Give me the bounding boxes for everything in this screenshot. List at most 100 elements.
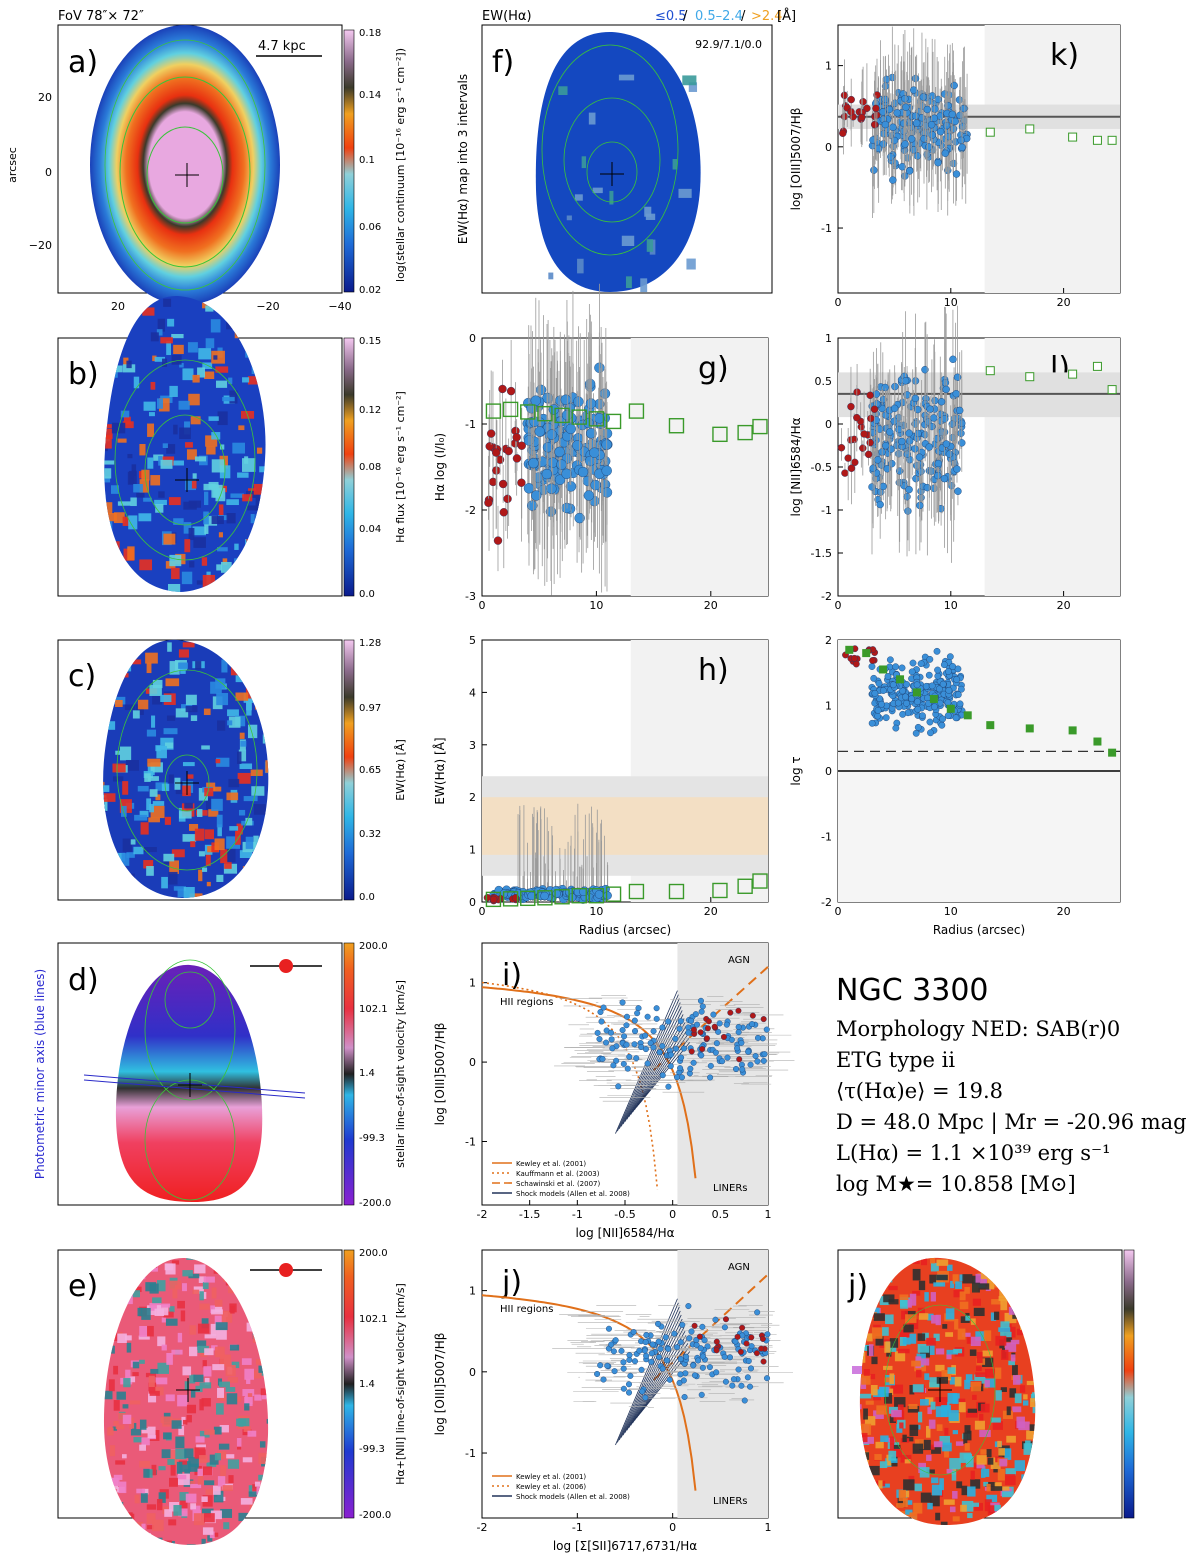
map-pixel — [198, 869, 203, 882]
map-pixel — [107, 721, 116, 730]
map-pixel — [936, 1274, 948, 1281]
map-pixel — [145, 1372, 157, 1378]
data-point — [949, 355, 957, 364]
map-pixel — [952, 1516, 960, 1522]
map-pixel — [156, 745, 167, 759]
map-pixel — [905, 1521, 912, 1525]
map-pixel — [880, 1435, 889, 1442]
map-pixel — [966, 1410, 978, 1418]
map-pixel — [126, 1519, 131, 1528]
radial-profile-marker — [752, 418, 768, 435]
map-pixel — [183, 1419, 188, 1425]
map-pixel — [151, 1464, 157, 1476]
map-pixel — [943, 1499, 955, 1505]
map-pixel — [228, 1475, 234, 1484]
map-pixel — [155, 504, 164, 513]
map-pixel — [137, 1307, 143, 1317]
data-point — [942, 121, 951, 130]
map-pixel — [907, 1299, 912, 1308]
data-point — [945, 668, 952, 675]
shock-model-line — [636, 1034, 689, 1108]
map-pixel — [1008, 1360, 1015, 1366]
map-pixel — [951, 1470, 957, 1481]
fov-label: FoV 78″× 72″ — [58, 9, 144, 24]
map-pixel — [142, 307, 155, 316]
data-point — [528, 457, 539, 469]
map-pixel — [909, 1424, 919, 1437]
map-pixel — [131, 1286, 142, 1293]
map-pixel — [918, 1280, 926, 1291]
data-point — [917, 660, 925, 668]
map-pixel — [983, 1330, 992, 1341]
map-pixel — [935, 1397, 948, 1408]
data-point — [499, 508, 508, 517]
map-pixel — [122, 838, 132, 852]
map-pixel — [883, 1294, 895, 1303]
map-pixel — [171, 1349, 183, 1355]
map-pixel — [148, 412, 155, 417]
map-pixel — [156, 1499, 163, 1511]
map-pixel — [933, 1441, 943, 1448]
data-point — [667, 1063, 674, 1070]
radial-profile-marker — [537, 890, 553, 906]
map-pixel — [855, 1529, 863, 1536]
data-point — [912, 112, 920, 120]
map-pixel — [899, 1511, 911, 1517]
map-pixel — [143, 401, 156, 411]
colorbar-a: 0.18 0.14 0.1 0.06 0.02 log(stellar cont… — [343, 28, 407, 296]
data-point — [738, 1039, 745, 1046]
radial-profile-marker — [1092, 135, 1102, 145]
data-point — [889, 123, 897, 131]
data-point — [659, 1072, 666, 1079]
map-pixel — [142, 1543, 153, 1545]
y-tick-label: -1 — [465, 1135, 476, 1148]
map-pixel — [884, 1341, 891, 1353]
map-pixel — [966, 1430, 972, 1441]
data-point — [889, 681, 897, 689]
data-point — [752, 1053, 759, 1060]
data-point — [928, 131, 936, 139]
map-pixel — [994, 1311, 1000, 1320]
map-pixel — [217, 1387, 225, 1398]
map-pixel — [958, 1402, 966, 1413]
map-pixel — [990, 1417, 1001, 1423]
map-pixel — [936, 1424, 943, 1431]
map-pixel — [194, 1264, 206, 1274]
data-point — [889, 176, 897, 184]
map-pixel — [927, 1407, 932, 1415]
data-point — [933, 647, 941, 655]
data-point — [621, 1033, 628, 1040]
map-pixel — [167, 1459, 175, 1465]
map-pixel — [901, 1310, 908, 1320]
data-point — [626, 1389, 633, 1396]
radial-profile-marker — [1025, 124, 1035, 134]
x-tick-label: 0.5 — [712, 1208, 730, 1221]
map-pixel — [171, 849, 185, 858]
data-point — [940, 661, 948, 669]
map-pixel — [247, 376, 259, 385]
map-pixel — [241, 458, 256, 472]
schawinski-line — [652, 1273, 769, 1381]
data-point — [671, 1330, 678, 1337]
map-pixel — [912, 1268, 921, 1281]
galaxy-name: NGC 3300 — [836, 973, 989, 1008]
data-point — [561, 502, 572, 514]
map-pixel — [959, 1452, 972, 1463]
map-pixel — [205, 338, 215, 349]
data-point — [688, 1017, 695, 1024]
map-pixel — [859, 1404, 862, 1410]
map-pixel — [959, 1301, 969, 1310]
data-point — [692, 1011, 699, 1018]
map-pixel — [998, 1327, 1011, 1332]
y-axis-label: log [OIII]5007/Hβ — [433, 1023, 447, 1126]
x-axis-label: Radius (arcsec) — [933, 923, 1025, 937]
data-point — [847, 95, 855, 104]
map-pixel — [145, 652, 158, 664]
radial-profile-marker — [1025, 724, 1034, 733]
map-pixel — [175, 1448, 187, 1460]
panel-e: e) — [57, 1249, 343, 1545]
map-pixel — [190, 715, 198, 721]
